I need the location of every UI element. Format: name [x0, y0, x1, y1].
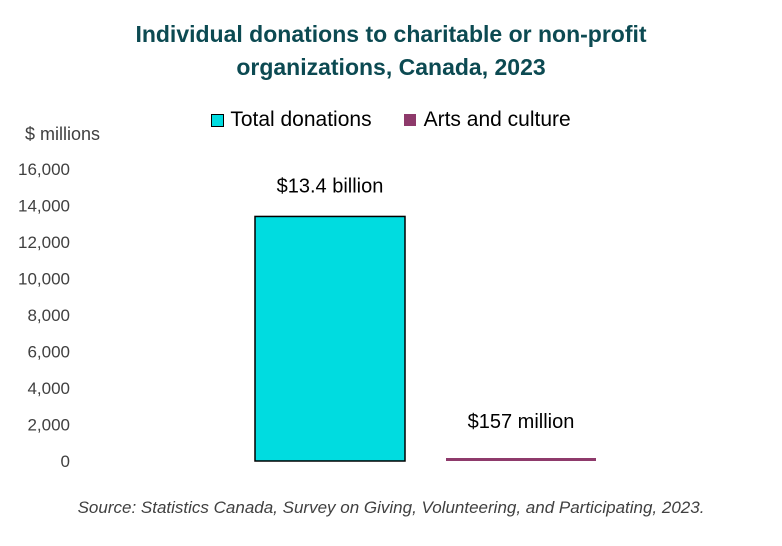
- legend-item-arts-and-culture: Arts and culture: [403, 108, 571, 132]
- legend-label-total-donations: Total donations: [230, 108, 372, 131]
- legend-swatch-total-donations: [211, 113, 225, 127]
- source-note: Source: Statistics Canada, Survey on Giv…: [77, 498, 705, 517]
- y-tick-label: 4,000: [27, 379, 70, 398]
- chart-title-line-2: organizations, Canada, 2023: [236, 54, 546, 80]
- data-label-arts-and-culture: $157 million: [468, 411, 575, 433]
- legend-swatch-arts-and-culture: [403, 114, 416, 126]
- chart-legend: Total donations Arts and culture: [0, 108, 782, 132]
- y-tick-label: 16,000: [18, 160, 70, 179]
- y-tick-label: 14,000: [18, 197, 70, 216]
- y-axis-unit-label: $ millions: [25, 124, 101, 144]
- y-tick-label: 0: [61, 452, 70, 471]
- legend-label-arts-and-culture: Arts and culture: [423, 108, 571, 131]
- bar-arts-and-culture: [446, 458, 596, 461]
- data-label-total-donations: $13.4 billion: [277, 175, 384, 197]
- chart-title: Individual donations to charitable or no…: [0, 18, 782, 84]
- chart-title-line-1: Individual donations to charitable or no…: [135, 21, 647, 47]
- y-tick-label: 6,000: [27, 343, 70, 362]
- y-tick-label: 2,000: [27, 416, 70, 435]
- y-tick-label: 12,000: [18, 233, 70, 252]
- legend-item-total-donations: Total donations: [211, 108, 372, 132]
- y-tick-label: 10,000: [18, 270, 70, 289]
- y-tick-label: 8,000: [27, 306, 70, 325]
- bar-total-donations: [254, 215, 406, 462]
